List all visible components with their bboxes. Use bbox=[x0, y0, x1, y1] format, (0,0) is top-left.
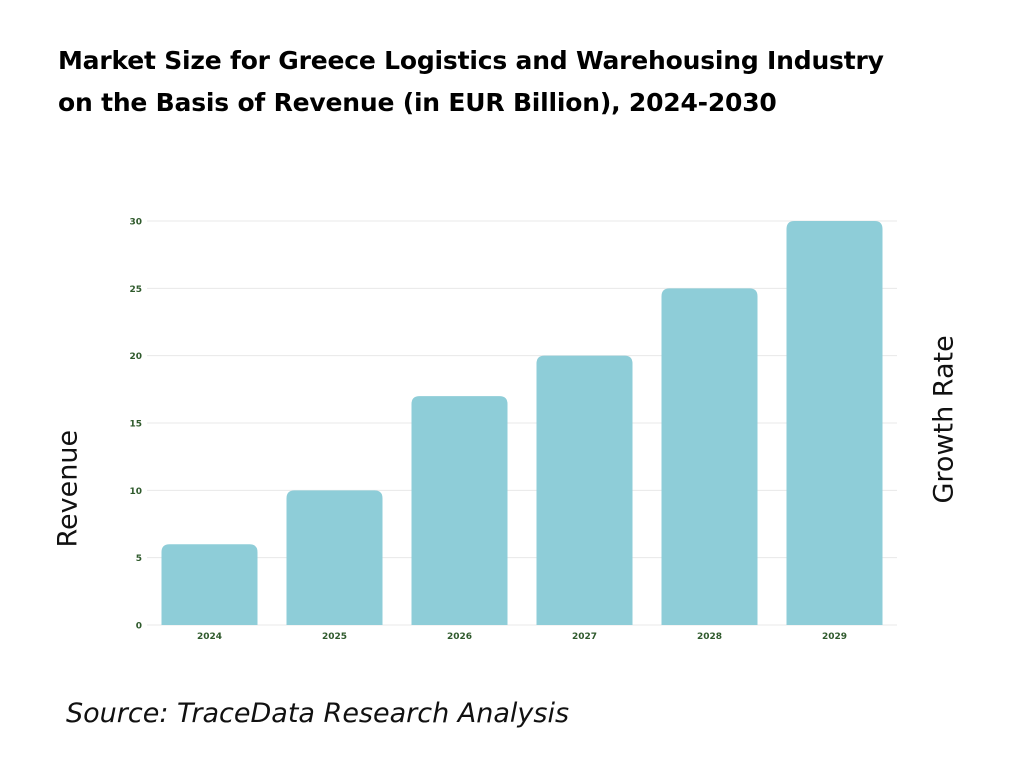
y-tick-label: 15 bbox=[129, 420, 142, 430]
bar-2027 bbox=[536, 355, 633, 625]
y-tick-label: 5 bbox=[136, 554, 142, 564]
bar-2026 bbox=[411, 396, 508, 625]
bar-2024 bbox=[161, 544, 258, 625]
y-tick-label: 0 bbox=[136, 622, 142, 632]
source-note: Source: TraceData Research Analysis bbox=[66, 698, 570, 729]
x-tick-label: 2028 bbox=[697, 632, 722, 642]
bar-2029 bbox=[786, 221, 883, 625]
y-tick-label: 30 bbox=[129, 218, 142, 228]
y-tick-label: 20 bbox=[129, 352, 142, 362]
x-tick-label: 2024 bbox=[197, 632, 222, 642]
bar-2025 bbox=[286, 490, 383, 625]
x-tick-label: 2026 bbox=[447, 632, 472, 642]
x-tick-label: 2027 bbox=[572, 632, 597, 642]
title-line-2: on the Basis of Revenue (in EUR Billion)… bbox=[58, 88, 777, 117]
title-line-1: Market Size for Greece Logistics and War… bbox=[58, 46, 884, 75]
x-tick-label: 2029 bbox=[822, 632, 847, 642]
y-tick-label: 25 bbox=[129, 285, 142, 295]
y-tick-label: 10 bbox=[129, 487, 142, 497]
chart-title: Market Size for Greece Logistics and War… bbox=[58, 40, 884, 124]
bar-2028 bbox=[661, 288, 758, 625]
x-tick-label: 2025 bbox=[322, 632, 347, 642]
